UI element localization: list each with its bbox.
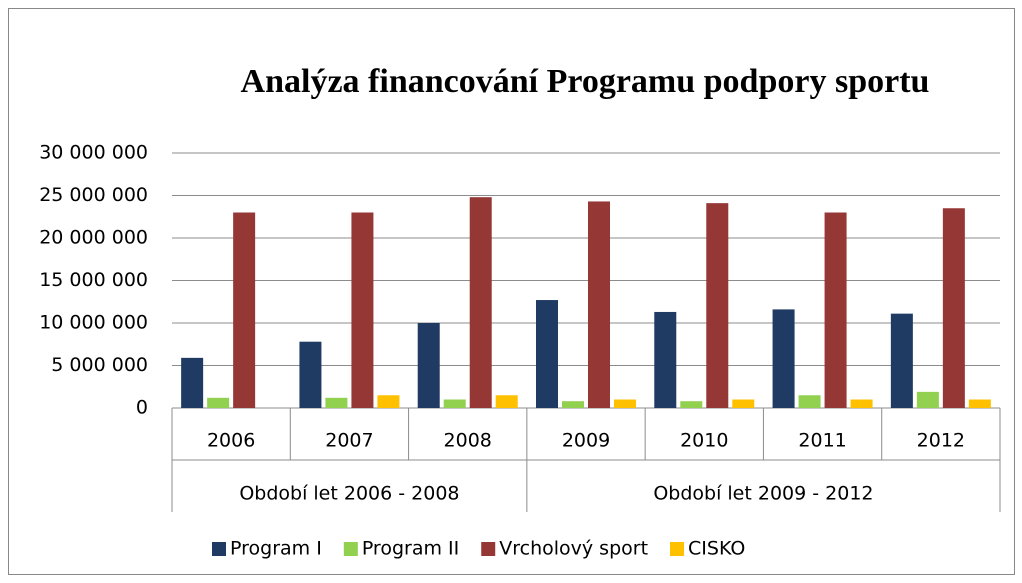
bar [680, 401, 703, 408]
bar [654, 311, 677, 408]
bar [890, 313, 913, 408]
x-tick-label: 2008 [444, 430, 492, 452]
bar [824, 212, 847, 408]
bar [181, 357, 204, 408]
y-tick-label: 10 000 000 [39, 312, 148, 334]
y-tick-label: 20 000 000 [39, 227, 148, 249]
legend-label: Program I [230, 538, 322, 560]
y-tick-label: 30 000 000 [39, 142, 148, 164]
legend-swatch [670, 542, 685, 556]
bar [536, 300, 558, 408]
bar [299, 341, 322, 408]
x-tick-label: 2006 [207, 430, 255, 452]
bar [443, 399, 466, 408]
bar [916, 391, 939, 408]
x-tick-label: 2009 [562, 430, 610, 452]
legend-swatch [343, 542, 358, 556]
x-tick-label: 2010 [680, 430, 728, 452]
bar [772, 309, 795, 408]
group-label: Období let 2006 - 2008 [239, 483, 459, 505]
bar [469, 197, 492, 408]
bar [377, 395, 400, 408]
bar [588, 201, 610, 408]
bar [562, 401, 584, 408]
legend-label: CISKO [688, 538, 745, 560]
bar [968, 399, 991, 408]
bar [233, 212, 256, 408]
bar [417, 323, 440, 408]
bar [614, 399, 636, 408]
bar [942, 208, 965, 408]
bar [351, 212, 374, 408]
legend-swatch [212, 542, 226, 556]
legend-swatch [481, 542, 496, 556]
bar [495, 395, 518, 408]
bar [850, 399, 873, 408]
y-tick-label: 5 000 000 [51, 354, 148, 376]
x-tick-label: 2007 [325, 430, 373, 452]
bar [706, 203, 729, 408]
y-tick-label: 15 000 000 [39, 269, 148, 291]
x-tick-label: 2012 [917, 430, 965, 452]
bar [732, 399, 755, 408]
group-label: Období let 2009 - 2012 [653, 483, 873, 505]
bar [798, 395, 821, 408]
legend-label: Program II [362, 538, 459, 560]
bar [325, 397, 348, 408]
legend-label: Vrcholový sport [499, 538, 648, 560]
chart-border [8, 8, 1015, 575]
y-tick-label: 25 000 000 [39, 184, 148, 206]
chart-title: Analýza financování Programu podpory spo… [241, 63, 930, 100]
bar [207, 397, 230, 408]
y-tick-label: 0 [136, 397, 148, 419]
x-tick-label: 2011 [798, 430, 846, 452]
